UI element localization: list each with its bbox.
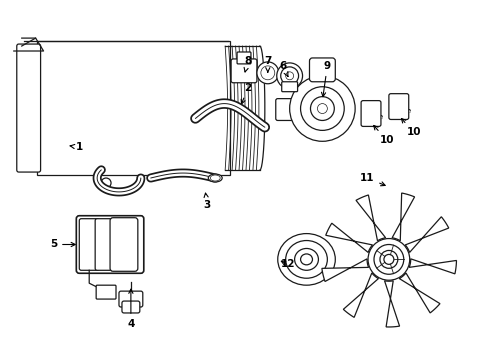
Text: 6: 6 bbox=[279, 61, 288, 76]
Polygon shape bbox=[409, 259, 457, 274]
Circle shape bbox=[368, 239, 410, 280]
Circle shape bbox=[101, 178, 111, 188]
FancyBboxPatch shape bbox=[96, 285, 116, 299]
FancyBboxPatch shape bbox=[276, 99, 297, 121]
Polygon shape bbox=[343, 273, 378, 318]
Text: 9: 9 bbox=[321, 61, 331, 96]
Text: 4: 4 bbox=[127, 289, 135, 329]
FancyBboxPatch shape bbox=[110, 218, 138, 271]
Text: 3: 3 bbox=[204, 193, 211, 210]
Polygon shape bbox=[326, 223, 372, 252]
Ellipse shape bbox=[300, 254, 313, 265]
Polygon shape bbox=[399, 273, 440, 313]
Polygon shape bbox=[322, 259, 368, 282]
Circle shape bbox=[311, 96, 334, 121]
FancyBboxPatch shape bbox=[361, 100, 381, 126]
FancyBboxPatch shape bbox=[122, 301, 140, 313]
Text: 12: 12 bbox=[280, 259, 295, 269]
Text: 7: 7 bbox=[264, 56, 271, 72]
Circle shape bbox=[318, 104, 327, 113]
FancyBboxPatch shape bbox=[95, 219, 115, 270]
Text: 8: 8 bbox=[244, 56, 251, 72]
Ellipse shape bbox=[294, 248, 319, 270]
Circle shape bbox=[261, 66, 275, 80]
Ellipse shape bbox=[278, 234, 335, 285]
FancyBboxPatch shape bbox=[310, 58, 335, 82]
Text: 10: 10 bbox=[374, 125, 394, 145]
FancyBboxPatch shape bbox=[17, 44, 41, 172]
Circle shape bbox=[286, 72, 294, 80]
Circle shape bbox=[290, 76, 355, 141]
Polygon shape bbox=[356, 195, 386, 241]
FancyBboxPatch shape bbox=[79, 219, 99, 270]
Text: 10: 10 bbox=[401, 118, 421, 138]
Ellipse shape bbox=[208, 174, 222, 182]
Circle shape bbox=[384, 255, 394, 264]
FancyBboxPatch shape bbox=[119, 291, 143, 307]
Circle shape bbox=[380, 251, 398, 268]
FancyBboxPatch shape bbox=[37, 41, 230, 175]
Polygon shape bbox=[392, 193, 415, 241]
Circle shape bbox=[257, 62, 279, 84]
Circle shape bbox=[277, 63, 302, 89]
Text: 11: 11 bbox=[360, 173, 385, 186]
Ellipse shape bbox=[286, 240, 327, 278]
Polygon shape bbox=[385, 281, 399, 327]
FancyBboxPatch shape bbox=[231, 59, 257, 83]
Ellipse shape bbox=[210, 175, 220, 181]
Text: 2: 2 bbox=[241, 83, 251, 104]
Polygon shape bbox=[405, 217, 449, 252]
Text: 1: 1 bbox=[70, 142, 83, 152]
Text: 5: 5 bbox=[50, 239, 75, 249]
FancyBboxPatch shape bbox=[389, 94, 409, 120]
FancyBboxPatch shape bbox=[237, 52, 251, 64]
Circle shape bbox=[281, 67, 298, 85]
Circle shape bbox=[300, 87, 344, 130]
FancyBboxPatch shape bbox=[282, 82, 297, 92]
Circle shape bbox=[374, 244, 404, 274]
